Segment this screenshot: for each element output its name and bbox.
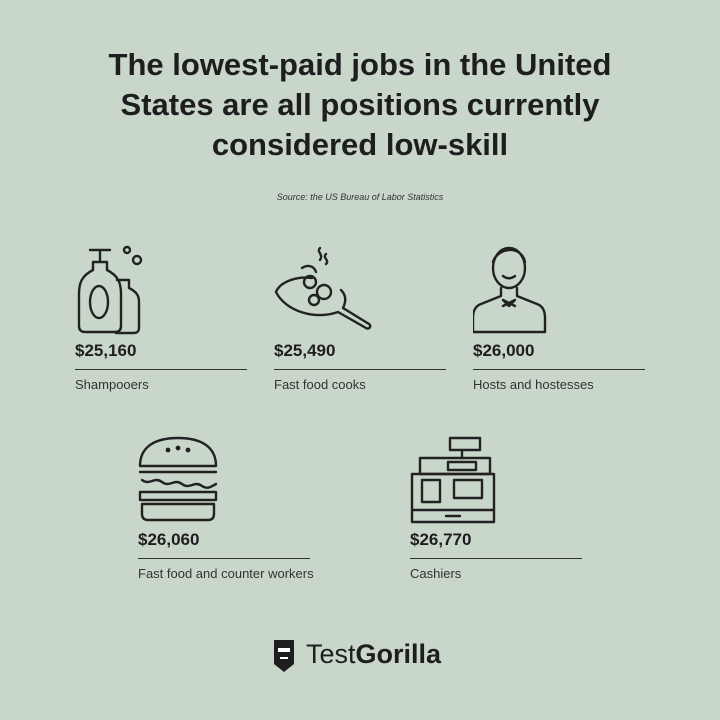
cash-register-icon [410, 436, 496, 524]
salary: $26,000 [473, 341, 535, 360]
salary: $25,490 [274, 341, 336, 360]
brand-light: Test [306, 638, 356, 669]
divider [473, 369, 645, 370]
burger-icon [138, 436, 218, 522]
salary: $25,160 [75, 341, 137, 360]
job-title: Fast food and counter workers [138, 566, 314, 581]
divider [410, 558, 582, 559]
divider [274, 369, 446, 370]
title-line: States are all positions currently [120, 87, 600, 122]
job-item: $26,000 Hosts and hostesses [473, 240, 648, 392]
host-icon [473, 246, 547, 334]
title-line: The lowest-paid jobs in the United [108, 47, 612, 82]
job-item: $26,060 Fast food and counter workers [138, 434, 348, 581]
job-item: $25,160 Shampooers [75, 240, 250, 392]
wok-icon [274, 246, 372, 330]
divider [138, 558, 310, 559]
job-title: Cashiers [410, 566, 462, 581]
job-title: Hosts and hostesses [473, 377, 594, 392]
job-item: $26,770 Cashiers [410, 434, 585, 581]
divider [75, 369, 247, 370]
salary: $26,770 [410, 530, 472, 549]
job-title: Fast food cooks [274, 377, 366, 392]
shampoo-icon [77, 245, 143, 335]
salary: $26,060 [138, 530, 200, 549]
brand-name: TestGorilla [306, 639, 441, 670]
title-line: considered low-skill [211, 127, 509, 162]
job-item: $25,490 Fast food cooks [274, 240, 449, 392]
gorilla-icon [274, 640, 294, 672]
source: Source: the US Bureau of Labor Statistic… [276, 192, 444, 202]
brand-bold: Gorilla [355, 638, 442, 669]
job-title: Shampooers [75, 377, 149, 392]
brand-logo: TestGorilla [270, 632, 470, 676]
